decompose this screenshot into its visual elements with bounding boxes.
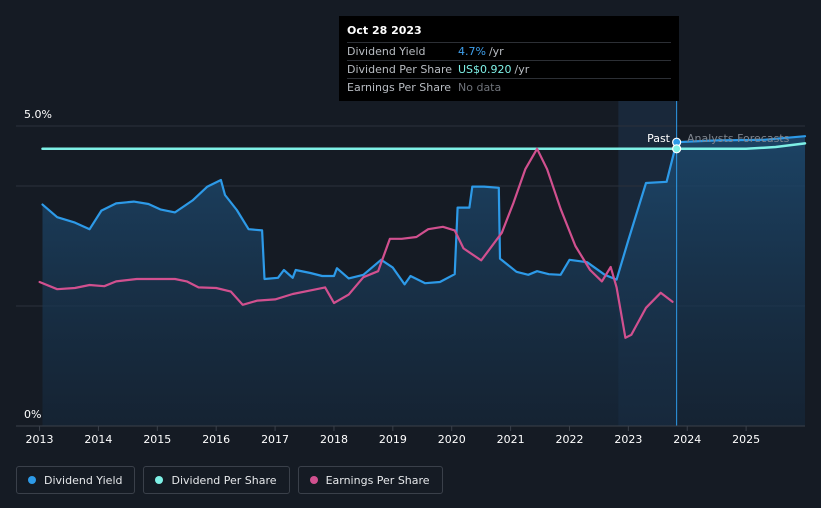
legend-earnings-per-share[interactable]: Earnings Per Share <box>297 466 443 494</box>
x-tick-label: 2017 <box>261 433 289 446</box>
tooltip-row-dividend-per-share: Dividend Per Share US$0.920 /yr <box>347 60 671 78</box>
tooltip-unit: /yr <box>488 45 504 58</box>
x-tick-label: 2015 <box>143 433 171 446</box>
legend-dividend-per-share[interactable]: Dividend Per Share <box>143 466 290 494</box>
x-tick-label: 2021 <box>497 433 525 446</box>
x-tick-label: 2018 <box>320 433 348 446</box>
legend-dot-icon <box>309 476 318 484</box>
tooltip-label: Earnings Per Share <box>347 81 452 94</box>
past-label: Past <box>647 132 671 145</box>
tooltip-unit: /yr <box>514 63 530 76</box>
marker-dividend-per-share <box>672 144 682 154</box>
series-lines <box>38 135 807 339</box>
tooltip-value: No data <box>458 81 502 94</box>
legend-dot-icon <box>28 476 36 484</box>
x-axis-ticks: 2013 2014 2015 2016 2017 2018 2019 2020 2021 2022… <box>26 426 760 446</box>
legend-dot-icon <box>155 476 164 484</box>
tooltip-label: Dividend Per Share <box>347 63 453 76</box>
series-area-dividend-yield <box>42 136 805 426</box>
x-tick-label: 2016 <box>202 433 230 446</box>
tooltip-row-earnings-per-share: Earnings Per Share No data <box>347 78 671 96</box>
y-tick-label-zero: 0% <box>24 408 41 421</box>
x-tick-label: 2025 <box>732 433 760 446</box>
forecast-label: Analysts Forecasts <box>687 132 790 145</box>
x-tick-label: 2023 <box>614 433 642 446</box>
legend-label: Earnings Per Share <box>325 473 430 487</box>
legend: Dividend Yield Dividend Per Share Earnin… <box>16 466 451 494</box>
x-tick-label: 2024 <box>673 433 701 446</box>
tooltip-date: Oct 28 2023 <box>347 24 422 37</box>
y-axis-ticks: 5.0% 0% <box>24 108 52 421</box>
area-layer <box>42 136 805 426</box>
tooltip-value: US$0.920 <box>458 63 512 76</box>
legend-label: Dividend Yield <box>44 473 123 487</box>
series-line-earnings-per-share <box>38 147 674 339</box>
x-tick-label: 2020 <box>438 433 466 446</box>
tooltip-label: Dividend Yield <box>347 45 426 58</box>
hover-markers <box>672 137 682 154</box>
x-tick-label: 2013 <box>26 433 54 446</box>
x-tick-label: 2014 <box>84 433 112 446</box>
x-tick-label: 2022 <box>555 433 583 446</box>
y-tick-label-top: 5.0% <box>24 108 52 121</box>
tooltip-value: 4.7% <box>458 45 486 58</box>
x-tick-label: 2019 <box>379 433 407 446</box>
legend-dividend-yield[interactable]: Dividend Yield <box>16 466 136 494</box>
tooltip-row-dividend-yield: Dividend Yield 4.7% /yr <box>347 42 671 60</box>
legend-label: Dividend Per Share <box>171 473 277 487</box>
tooltip: Oct 28 2023 Dividend Yield 4.7% /yr Divi… <box>339 16 679 101</box>
series-line-dividend-per-share <box>41 142 807 151</box>
